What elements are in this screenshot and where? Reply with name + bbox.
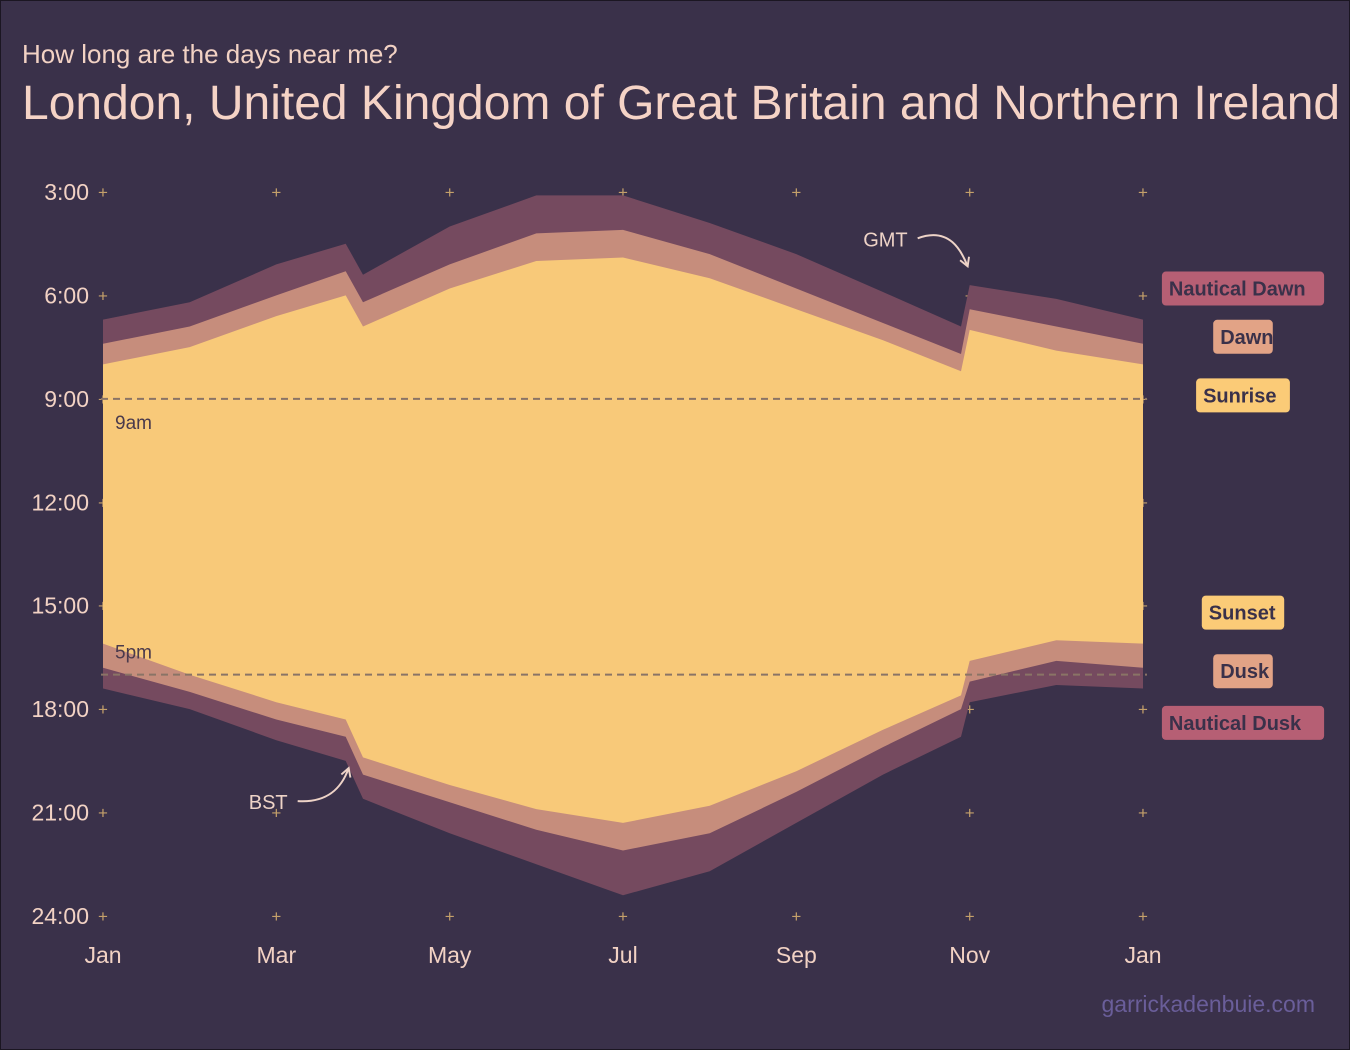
grid-plus-marker: +	[618, 183, 628, 202]
legend-label: Sunset	[1209, 603, 1276, 625]
annotation-arrow	[297, 766, 352, 803]
reference-line-label: 5pm	[115, 643, 152, 664]
grid-plus-marker: +	[1138, 390, 1148, 409]
legend-swatch	[1213, 319, 1273, 354]
grid-plus-marker: +	[271, 804, 281, 823]
legend-swatch	[1161, 271, 1325, 306]
y-tick-label: 15:00	[31, 593, 89, 619]
daylight-band	[103, 257, 1143, 823]
legend-label: Dusk	[1220, 661, 1270, 683]
y-tick-label: 12:00	[31, 489, 89, 515]
grid-plus-marker: +	[1138, 493, 1148, 512]
legend-swatch	[1196, 378, 1290, 413]
legend-swatch	[1213, 654, 1273, 689]
annotation-arrow	[917, 234, 970, 269]
grid-plus-marker: +	[271, 907, 281, 926]
x-tick-label: Jan	[1124, 942, 1161, 968]
grid-plus-marker: +	[1138, 286, 1148, 305]
y-tick-label: 6:00	[44, 282, 89, 308]
reference-line-label: 9am	[115, 413, 152, 434]
grid-plus-marker: +	[445, 907, 455, 926]
grid-plus-marker: +	[618, 907, 628, 926]
y-tick-label: 24:00	[31, 903, 89, 929]
grid-plus-marker: +	[965, 183, 975, 202]
grid-plus-marker: +	[98, 183, 108, 202]
grid-plus-marker: +	[98, 286, 108, 305]
x-tick-label: Nov	[949, 942, 990, 968]
legend-item: Sunset	[1201, 595, 1285, 630]
legend-item: Dusk	[1213, 654, 1273, 689]
grid-plus-marker: +	[1138, 700, 1148, 719]
y-tick-label: 9:00	[44, 386, 89, 412]
legend-item: Nautical Dusk	[1161, 705, 1325, 740]
legend-label: Nautical Dusk	[1169, 713, 1302, 735]
annotation-label: BST	[249, 792, 288, 814]
y-tick-label: 21:00	[31, 800, 89, 826]
chart-title: London, United Kingdom of Great Britain …	[22, 77, 1341, 130]
grid-plus-marker: +	[791, 907, 801, 926]
grid-plus-marker: +	[1138, 804, 1148, 823]
grid-plus-marker: +	[965, 700, 975, 719]
legend-label: Sunrise	[1203, 385, 1276, 407]
legend-label: Dawn	[1220, 327, 1273, 349]
x-tick-label: Jan	[84, 942, 121, 968]
y-tick-label: 3:00	[44, 179, 89, 205]
legend-item: Dawn	[1213, 319, 1274, 354]
legend-item: Nautical Dawn	[1161, 271, 1325, 306]
legend-swatch	[1201, 595, 1285, 630]
chart-subtitle: How long are the days near me?	[22, 39, 398, 69]
legend-label: Nautical Dawn	[1169, 279, 1306, 301]
grid-plus-marker: +	[98, 907, 108, 926]
grid-plus-marker: +	[98, 804, 108, 823]
x-tick-label: Jul	[608, 942, 637, 968]
grid-plus-marker: +	[1138, 907, 1148, 926]
grid-plus-marker: +	[1138, 183, 1148, 202]
grid-plus-marker: +	[1138, 597, 1148, 616]
y-tick-label: 18:00	[31, 696, 89, 722]
credit-text: garrickadenbuie.com	[1101, 991, 1315, 1017]
annotation-label: GMT	[863, 229, 907, 251]
grid-plus-marker: +	[965, 907, 975, 926]
grid-plus-marker: +	[271, 183, 281, 202]
grid-plus-marker: +	[445, 183, 455, 202]
x-tick-label: May	[428, 942, 472, 968]
grid-plus-marker: +	[98, 700, 108, 719]
legend-swatch	[1161, 705, 1325, 740]
x-tick-label: Mar	[257, 942, 297, 968]
grid-plus-marker: +	[965, 804, 975, 823]
legend-item: Sunrise	[1196, 378, 1290, 413]
grid-plus-marker: +	[791, 183, 801, 202]
x-tick-label: Sep	[776, 942, 817, 968]
